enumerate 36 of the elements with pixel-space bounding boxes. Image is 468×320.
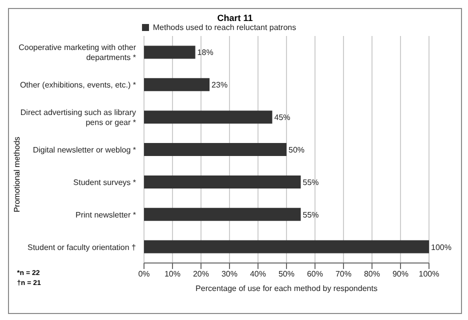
bar [144, 143, 286, 156]
data-label: 55% [302, 210, 319, 220]
y-tick-label: Student or faculty orientation † [27, 242, 136, 252]
y-tick-label: Student surveys * [73, 178, 136, 187]
data-label: 50% [288, 146, 305, 155]
y-tick-label: Other (exhibitions, events, etc.) * [20, 80, 136, 90]
y-tick-label: Direct advertising such as library pens or gear * [20, 108, 136, 128]
bar [144, 110, 272, 124]
data-label: 100% [431, 242, 452, 252]
y-tick-label: Print newsletter * [76, 210, 136, 220]
bar [144, 208, 301, 221]
data-label: 23% [212, 80, 228, 90]
x-tick-label: 70% [335, 270, 352, 279]
y-tick-label: Digital newsletter or weblog * [32, 146, 136, 154]
y-tick-label: Cooperative marketing with other departments * [18, 43, 136, 62]
y-axis-title: Promotional methods [12, 136, 22, 212]
x-tick-label: 60% [306, 270, 324, 279]
data-label: 55% [302, 178, 319, 187]
bar [144, 240, 429, 254]
bar [144, 46, 196, 59]
data-label: 18% [197, 48, 214, 58]
x-axis-title: Percentage of use for each method by respondents [196, 284, 378, 293]
data-label: 45% [274, 113, 290, 122]
x-tick-label: 10% [164, 270, 181, 279]
x-tick-label: 20% [192, 270, 210, 279]
bar [144, 175, 301, 188]
x-tick-label: 0% [138, 270, 150, 279]
x-tick-label: 40% [250, 270, 266, 279]
x-tick-label: 30% [221, 270, 238, 279]
x-tick-label: 90% [392, 270, 409, 279]
chart-title: Chart 11 [216, 13, 254, 23]
bar [144, 78, 210, 92]
legend-label: Methods used to reach reluctant patrons [152, 23, 296, 32]
x-tick-label: 80% [364, 270, 380, 279]
x-tick-label: 50% [278, 270, 295, 279]
x-tick-label: 100% [418, 270, 440, 279]
